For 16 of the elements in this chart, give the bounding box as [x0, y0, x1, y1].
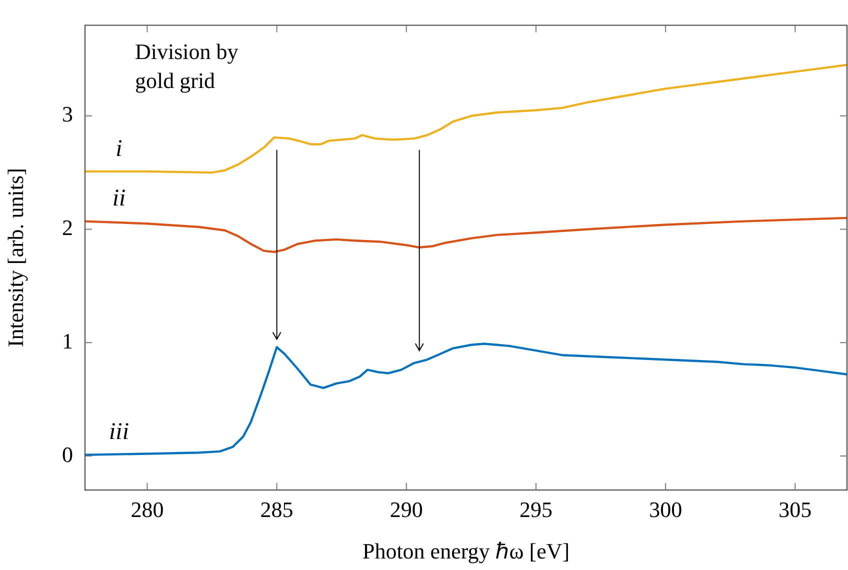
y-tick-label: 2	[62, 215, 73, 240]
series-label: i	[116, 136, 122, 162]
x-tick-label: 285	[260, 496, 294, 522]
x-tick-label: 290	[390, 496, 423, 522]
x-tick-label: 280	[130, 496, 164, 522]
x-axis-title: Photon energy ℏω [eV]	[362, 538, 570, 564]
y-tick-label: 1	[62, 328, 73, 354]
x-tick-label: 305	[778, 496, 812, 522]
y-tick-label: 3	[62, 102, 73, 127]
x-tick-label: 300	[649, 496, 682, 522]
x-tick-label: 295	[519, 496, 552, 522]
y-tick-label: 0	[62, 442, 73, 467]
series-label: ii	[112, 186, 126, 212]
y-axis-title: Intensity [arb. units]	[2, 168, 28, 348]
series-label: iii	[108, 419, 130, 446]
annotation: Division by gold grid	[135, 38, 240, 96]
